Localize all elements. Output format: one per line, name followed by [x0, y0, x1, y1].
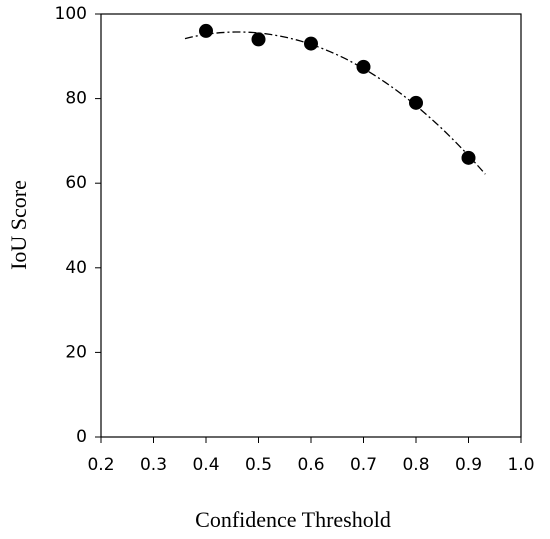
y-tick-label: 20: [65, 342, 87, 362]
x-tick-label: 0.6: [297, 455, 324, 475]
trend-line: [184, 31, 486, 175]
y-tick-label: 80: [65, 89, 87, 109]
x-tick-label: 0.7: [350, 455, 377, 475]
point: [356, 59, 371, 74]
point: [409, 95, 423, 110]
y-tick-label: 100: [55, 4, 87, 24]
point: [304, 36, 318, 51]
point: [251, 32, 266, 47]
x-tick-label: 1.0: [507, 455, 534, 475]
point: [199, 23, 213, 38]
y-tick-label: 60: [65, 173, 87, 193]
x-tick-label: 0.9: [455, 455, 482, 475]
x-tick-label: 0.5: [245, 455, 272, 475]
x-tick-label: 0.2: [87, 455, 114, 475]
x-axis-title: Confidence Threshold: [195, 507, 391, 532]
x-tick-label: 0.3: [140, 455, 167, 475]
x-tick-label: 0.4: [192, 455, 219, 475]
y-tick-label: 0: [76, 427, 87, 447]
y-tick-label: 40: [65, 258, 87, 278]
point: [461, 150, 476, 165]
y-axis-title: IoU Score: [6, 180, 31, 270]
x-tick-label: 0.8: [402, 455, 429, 475]
plot-frame: [100, 13, 522, 438]
